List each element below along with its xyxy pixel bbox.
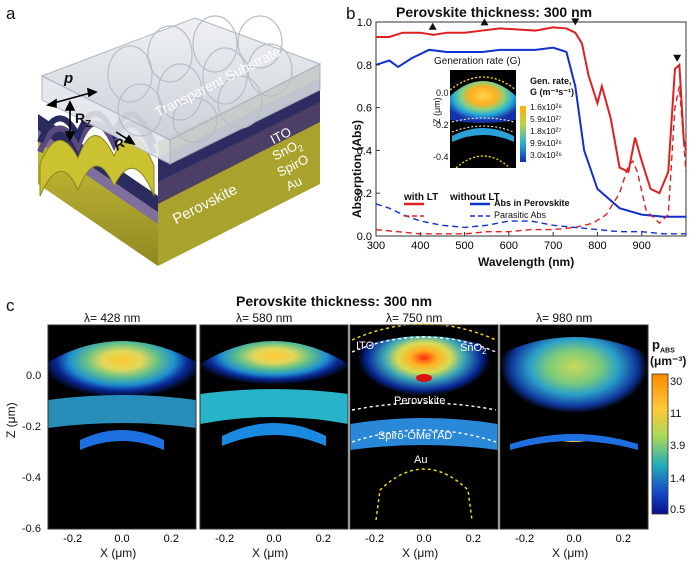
plot-frame	[375, 21, 687, 237]
x-tick-label-4: 700	[544, 240, 562, 252]
absorption-chart: 300 400 500 600 700 800 900 0.0 0.2 0.4 0.6 0.8 1.0	[357, 17, 687, 252]
substrate-dome-outlines	[107, 15, 293, 143]
c-x-tick-label-2-1: 0.0	[416, 533, 431, 545]
y-tick-label-2: 0.4	[357, 145, 372, 157]
inset-cbar-tick-1: 5.9x10²⁷	[530, 114, 562, 124]
y-tick-label-5: 1.0	[357, 17, 372, 29]
c-colorbar	[651, 373, 669, 515]
map-frames	[47, 324, 649, 530]
map-spiro-label: Spiro-OMeTAD	[378, 430, 453, 442]
c-cbar-tick-0: 30	[670, 376, 683, 388]
inset-title: Generation rate (G)	[434, 56, 521, 67]
c-ytick-2: -0.4	[22, 472, 41, 484]
y-tick-label-4: 0.8	[357, 60, 372, 72]
map-title-580: λ= 580 nm	[236, 311, 293, 325]
y-tick-label-1: 0.2	[357, 188, 372, 200]
c-x-tick-label-1-1: 0.0	[266, 533, 281, 545]
inset-map	[450, 70, 516, 168]
c-ytick-0: 0.0	[26, 370, 42, 382]
dimension-arrows	[45, 87, 136, 146]
y-tick-label-0: 0.0	[357, 231, 372, 243]
map-580	[200, 325, 348, 529]
c-xlabel-4: X (μm)	[552, 546, 589, 560]
c-x-tick-label-3-0: -0.2	[515, 533, 534, 545]
b-xlabel: Wavelength (nm)	[478, 255, 575, 269]
legend-without-lt: without LT	[450, 192, 500, 203]
x-tick-label-0: 300	[367, 240, 385, 252]
c-x-tick-label-0-2: 0.2	[164, 533, 179, 545]
c-x-tick-label-0-0: -0.2	[63, 533, 82, 545]
c-cbar-unit: (μm⁻³)	[650, 354, 687, 368]
c-x-tick-label-3-2: 0.2	[616, 533, 631, 545]
series-line-0	[376, 26, 687, 195]
substrate-side-face	[169, 63, 321, 165]
c-x-tick-label-1-0: -0.2	[215, 533, 234, 545]
c-cbar-tick-3: 1.4	[670, 473, 686, 485]
series-line-1	[375, 46, 686, 218]
c-xlabel-1: X (μm)	[100, 546, 137, 560]
map-980	[500, 325, 648, 529]
c-x-tick-label-2-0: -0.2	[365, 533, 384, 545]
c-x-tick-label-1-2: 0.2	[316, 533, 331, 545]
marker-3	[673, 54, 682, 62]
c-ytick-3: -0.6	[22, 523, 41, 535]
c-ytick-1: -0.2	[22, 421, 41, 433]
c-x-tick-label-3-1: 0.0	[566, 533, 581, 545]
legend-abs-perovskite: Abs in Perovskite	[494, 198, 570, 208]
panel-c-title: Perovskite thickness: 300 nm	[236, 293, 433, 309]
inset-ytick-0: 0.0	[436, 88, 449, 98]
au-side-face	[158, 114, 320, 266]
c-cbar-tick-4: 0.5	[670, 504, 686, 516]
c-xlabel-3: X (μm)	[402, 546, 439, 560]
x-tick-label-5: 800	[588, 240, 606, 252]
marker-0	[428, 22, 437, 30]
inset-cbar-tick-3: 9.9x10²⁶	[530, 138, 562, 148]
legend-parasitic: Parasitic Abs	[494, 210, 547, 220]
panel-b-letter: b	[346, 4, 356, 23]
map-au-label: Au	[414, 454, 428, 466]
map-title-428: λ= 428 nm	[84, 311, 141, 325]
map-428	[48, 325, 196, 529]
c-x-tick-label-0-1: 0.0	[114, 533, 129, 545]
inset-cbar-unit: G (m⁻³s⁻¹)	[530, 87, 574, 97]
y-tick-label-3: 0.6	[357, 103, 372, 115]
inset-colorbar	[520, 106, 526, 162]
device-schematic	[37, 15, 322, 266]
marker-2	[571, 18, 580, 26]
map-title-750: λ= 750 nm	[386, 311, 443, 325]
pitch-label: p	[64, 70, 74, 87]
panel-a-letter: a	[6, 4, 16, 23]
c-cbar-title: pABS	[652, 337, 675, 355]
panel-b-title: Perovskite thickness: 300 nm	[396, 4, 593, 20]
inset-cbar-tick-4: 3.0x10²⁶	[530, 150, 562, 160]
series-line-2	[375, 86, 687, 235]
panel-c-letter: c	[6, 296, 15, 315]
inset-ytick-2: -0.4	[433, 152, 449, 162]
c-cbar-tick-1: 11	[670, 408, 682, 420]
inset-ytick-1: -0.2	[433, 120, 449, 130]
legend-with-lt: with LT	[404, 192, 439, 203]
x-tick-label-1: 400	[411, 240, 429, 252]
x-tick-label-3: 600	[500, 240, 518, 252]
map-ito-label: ITO	[356, 340, 375, 352]
marker-1	[480, 18, 489, 26]
inset-cbar-tick-0: 1.6x10²⁸	[530, 102, 562, 112]
map-perovskite-label: Perovskite	[394, 395, 446, 407]
c-xlabel-2: X (μm)	[252, 546, 289, 560]
x-tick-label-6: 900	[633, 240, 651, 252]
rz-label: RZ	[75, 110, 92, 130]
map-title-980: λ= 980 nm	[536, 311, 593, 325]
inset-cbar-title: Gen. rate,	[530, 76, 572, 86]
c-cbar-tick-2: 3.9	[670, 440, 686, 452]
map-750	[350, 323, 498, 529]
map-sno2-label: SnO2	[460, 342, 487, 357]
x-tick-label-2: 500	[455, 240, 473, 252]
c-x-tick-label-2-2: 0.2	[466, 533, 481, 545]
inset-cbar-tick-2: 1.8x10²⁷	[530, 126, 562, 136]
